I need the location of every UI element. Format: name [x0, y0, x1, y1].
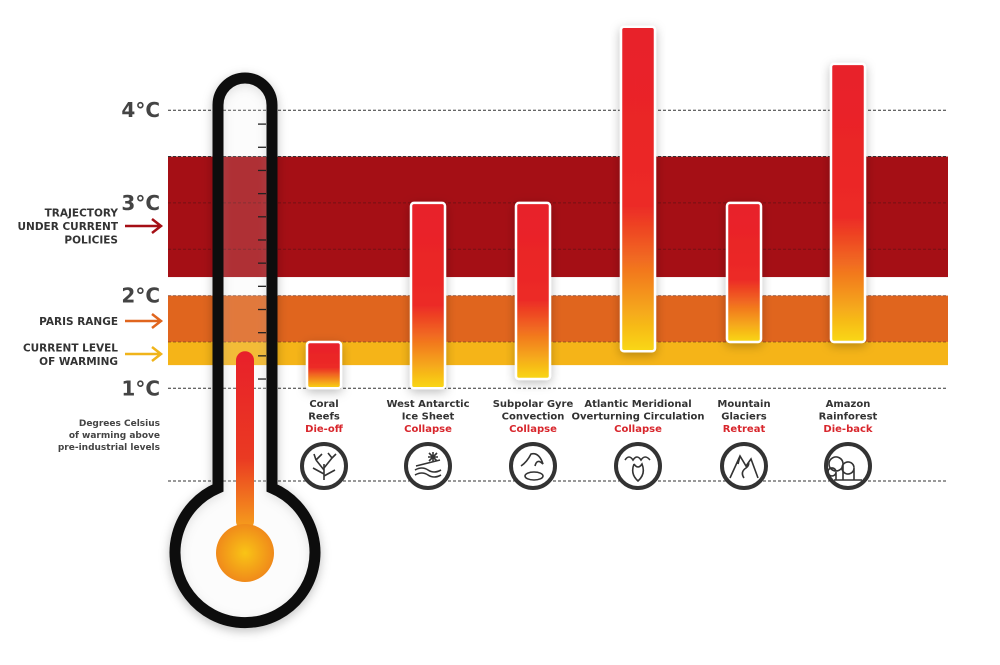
y-axis-label: Degrees Celsius — [79, 419, 160, 429]
bar — [305, 340, 343, 390]
bar — [725, 201, 763, 344]
band-label: CURRENT LEVEL — [23, 342, 118, 354]
category-label: Amazon — [826, 399, 871, 410]
band-label: TRAJECTORY — [45, 208, 119, 220]
band-1 — [168, 295, 948, 342]
y-tick-label: 4°C — [121, 98, 160, 122]
category-label: Atlantic Meridional — [584, 399, 691, 410]
band-label: UNDER CURRENT — [18, 221, 119, 233]
ice-sheet-icon — [414, 452, 442, 478]
bar — [619, 25, 657, 353]
category-label: Subpolar Gyre — [493, 399, 574, 410]
band-label: OF WARMING — [39, 356, 118, 368]
category-label: Ice Sheet — [402, 412, 455, 423]
arrow-icon — [125, 313, 164, 329]
category-label: Coral — [309, 399, 338, 410]
bar — [514, 201, 552, 381]
thermometer-mercury — [236, 351, 254, 530]
icon-badge — [509, 442, 557, 490]
category-label: Glaciers — [721, 412, 766, 423]
bar-group — [725, 201, 763, 344]
category-status: Retreat — [723, 424, 766, 435]
ocean-circulation-icon — [624, 456, 651, 483]
category-status: Die-back — [823, 424, 872, 435]
category-label: Rainforest — [819, 412, 878, 423]
bar-group — [305, 340, 343, 390]
icon-badge — [404, 442, 452, 490]
bar-group — [829, 62, 867, 344]
category-status: Die-off — [305, 424, 344, 435]
bar-group — [409, 201, 447, 390]
thermometer-outline — [169, 72, 321, 629]
category-status: Collapse — [404, 424, 452, 435]
band-label: POLICIES — [64, 235, 118, 247]
category-label: Convection — [502, 412, 565, 423]
category-status: Collapse — [509, 424, 557, 435]
thermometer-bulb — [216, 524, 274, 582]
y-tick-label: 1°C — [121, 376, 160, 400]
bar-group — [514, 201, 552, 381]
coral-icon — [312, 452, 337, 480]
category-label: West Antarctic — [386, 399, 469, 410]
y-tick-label: 3°C — [121, 191, 160, 215]
bar — [409, 201, 447, 390]
icon-badge — [824, 442, 872, 490]
y-tick-label: 2°C — [121, 284, 160, 308]
icon-badge — [614, 442, 662, 490]
category-status: Collapse — [614, 424, 662, 435]
thermometer — [169, 72, 321, 629]
category-label: Overturning Circulation — [572, 412, 705, 423]
category-label: Mountain — [717, 399, 770, 410]
band-0 — [168, 156, 948, 278]
band-2 — [168, 341, 948, 366]
band-label: PARIS RANGE — [39, 316, 118, 328]
y-axis-label: of warming above — [69, 431, 160, 441]
gyre-icon — [520, 452, 544, 481]
y-axis-label: pre-industrial levels — [58, 443, 160, 453]
icon-badge — [720, 442, 768, 490]
arrow-icon — [125, 218, 164, 234]
bar-group — [619, 25, 657, 353]
arrow-icon — [125, 346, 164, 362]
forest-icon — [827, 456, 862, 481]
mountain-icon — [729, 454, 759, 479]
category-label: Reefs — [308, 412, 340, 423]
bar — [829, 62, 867, 344]
